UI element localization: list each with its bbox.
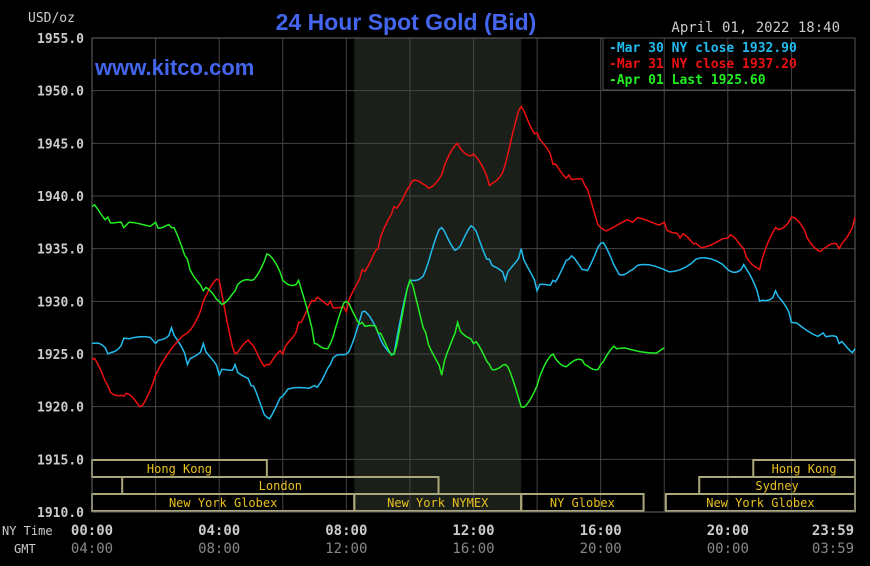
legend: -Mar 30 NY close 1932.90-Mar 31 NY close…	[602, 37, 856, 91]
y-tick-label: 1935.0	[37, 243, 84, 258]
legend-entry: -Apr 01 Last 1925.60	[609, 73, 766, 88]
x-tick-gmt: 04:00	[71, 541, 113, 557]
x-tick-gmt: 03:59	[812, 541, 854, 557]
session-label: Sydney	[755, 479, 798, 493]
x-row-label-gmt: GMT	[14, 542, 36, 556]
session-label: NY Globex	[550, 496, 615, 510]
x-tick-ny: 12:00	[452, 523, 494, 539]
y-tick-label: 1930.0	[37, 295, 84, 310]
x-tick-gmt: 16:00	[452, 541, 494, 557]
session-label: New York NYMEX	[387, 496, 489, 510]
y-tick-label: 1920.0	[37, 401, 84, 416]
session-label: Hong Kong	[147, 462, 212, 476]
x-tick-gmt: 08:00	[198, 541, 240, 557]
y-tick-label: 1915.0	[37, 453, 84, 468]
chart-title: 24 Hour Spot Gold (Bid)	[276, 9, 537, 35]
y-tick-label: 1945.0	[37, 137, 84, 152]
x-row-label-ny: NY Time	[2, 524, 53, 538]
y-axis-unit: USD/oz	[28, 11, 75, 26]
session-label: London	[259, 479, 302, 493]
series-line-1	[91, 105, 856, 408]
timestamp: April 01, 2022 18:40	[671, 20, 840, 36]
x-tick-ny: 23:59	[812, 523, 854, 539]
x-tick-ny: 00:00	[71, 523, 113, 539]
session-label: New York Globex	[169, 496, 277, 510]
session-label: Hong Kong	[772, 462, 837, 476]
watermark: www.kitco.com	[94, 55, 254, 80]
x-tick-gmt: 12:00	[325, 541, 367, 557]
x-tick-ny: 08:00	[325, 523, 367, 539]
y-tick-label: 1950.0	[37, 85, 84, 100]
y-tick-label: 1955.0	[37, 32, 84, 47]
x-tick-ny: 20:00	[707, 523, 749, 539]
x-tick-ny: 16:00	[580, 523, 622, 539]
x-tick-gmt: 00:00	[707, 541, 749, 557]
legend-entry: -Mar 31 NY close 1937.20	[609, 57, 797, 72]
legend-box	[602, 37, 856, 91]
plot-border	[91, 37, 856, 513]
series-line-2	[91, 203, 665, 409]
x-tick-ny: 04:00	[198, 523, 240, 539]
series-line-0	[91, 224, 856, 420]
shaded-region	[354, 38, 522, 512]
y-tick-label: 1910.0	[37, 506, 84, 521]
y-tick-label: 1940.0	[37, 190, 84, 205]
legend-entry: -Mar 30 NY close 1932.90	[609, 41, 797, 56]
x-tick-gmt: 20:00	[580, 541, 622, 557]
y-tick-label: 1925.0	[37, 348, 84, 363]
session-bar	[520, 493, 645, 512]
session-label: New York Globex	[706, 496, 814, 510]
